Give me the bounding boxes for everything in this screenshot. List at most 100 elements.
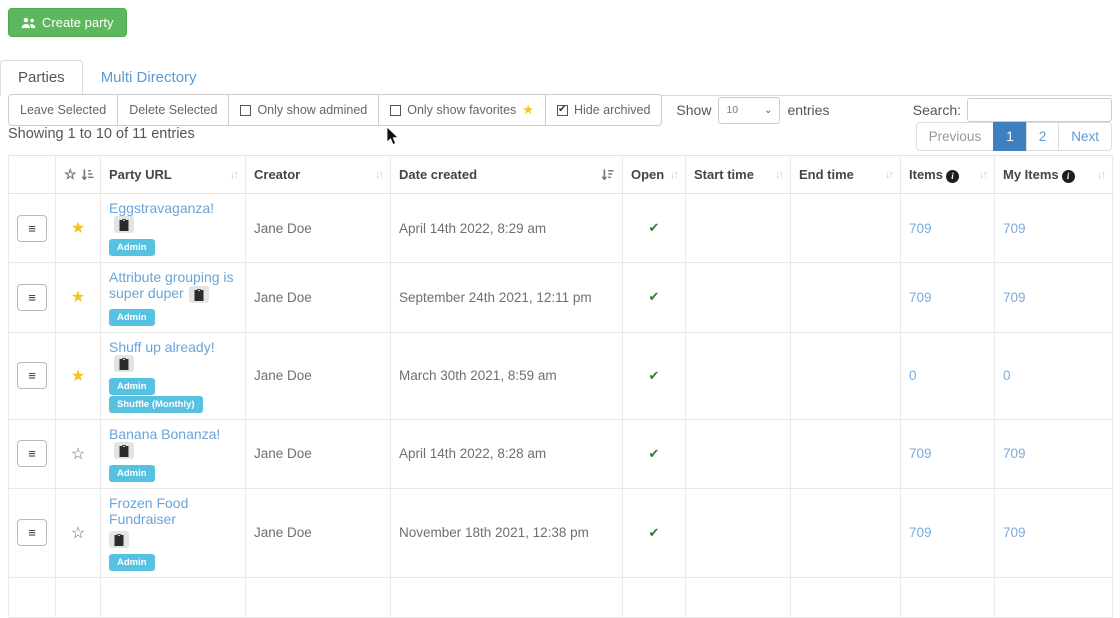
- date-created-cell: April 14th 2022, 8:29 am: [390, 193, 623, 263]
- clipboard-icon[interactable]: [114, 216, 134, 233]
- shuffle-badge: Shuffle (Monthly): [109, 395, 203, 413]
- delete-selected-button[interactable]: Delete Selected: [117, 94, 230, 126]
- table-row: ≡ ☆ Banana Bonanza! Admin Jane Doe April…: [8, 418, 1113, 489]
- column-party-url[interactable]: Party URL ↓↑: [100, 155, 246, 194]
- pagination-next[interactable]: Next: [1058, 122, 1112, 151]
- show-entries-select[interactable]: 10 ⌄: [718, 96, 781, 124]
- creator-cell: Jane Doe: [245, 331, 391, 420]
- tab-parties[interactable]: Parties: [0, 60, 83, 96]
- column-my-items[interactable]: My Items i ↓↑: [994, 155, 1113, 194]
- table-row: ≡ ★ Shuff up already! AdminShuffle (Mont…: [8, 331, 1113, 420]
- table-info-row: Showing 1 to 10 of 11 entries Previous 1…: [8, 122, 1112, 151]
- chevron-down-icon: ⌄: [764, 104, 773, 116]
- date-created-cell: March 30th 2021, 8:59 am: [390, 331, 623, 420]
- row-menu-button[interactable]: ≡: [17, 519, 47, 547]
- end-time-cell: [790, 193, 901, 263]
- column-end-time[interactable]: End time ↓↑: [790, 155, 901, 194]
- column-date-created[interactable]: Date created: [390, 155, 623, 194]
- column-favorite[interactable]: ☆: [55, 155, 101, 194]
- only-show-admined-toggle[interactable]: Only show admined: [228, 94, 380, 126]
- column-menu: [8, 155, 56, 194]
- bulk-actions-group: Leave Selected Delete Selected Only show…: [8, 94, 663, 126]
- sort-desc-active-icon: [601, 169, 614, 181]
- favorite-star-icon[interactable]: ★: [70, 220, 86, 237]
- admin-badge: Admin: [109, 308, 155, 326]
- row-menu-button[interactable]: ≡: [17, 283, 47, 311]
- items-link[interactable]: 709: [909, 525, 932, 541]
- sort-icon: ↓↑: [885, 168, 894, 181]
- party-url-link[interactable]: Banana Bonanza!: [109, 425, 221, 442]
- checkbox-checked-icon: [556, 104, 568, 116]
- items-link[interactable]: 709: [909, 220, 932, 236]
- date-created-cell: April 14th 2022, 8:28 am: [390, 418, 623, 489]
- end-time-cell: [790, 262, 901, 333]
- column-start-time[interactable]: Start time ↓↑: [685, 155, 791, 194]
- my-items-link[interactable]: 709: [1003, 220, 1026, 236]
- date-created-cell: November 18th 2021, 12:38 pm: [390, 487, 623, 578]
- creator-cell: Jane Doe: [245, 193, 391, 263]
- my-items-link[interactable]: 709: [1003, 289, 1026, 305]
- my-items-link[interactable]: 709: [1003, 446, 1026, 462]
- open-check-icon: ✔: [648, 289, 660, 305]
- favorite-star-icon[interactable]: ☆: [70, 445, 86, 463]
- sort-icon: ↓↑: [1097, 168, 1106, 181]
- create-party-label: Create party: [42, 15, 114, 30]
- my-items-link[interactable]: 0: [1003, 368, 1011, 384]
- clipboard-icon[interactable]: [114, 354, 134, 372]
- start-time-cell: [685, 262, 791, 333]
- column-creator[interactable]: Creator ↓↑: [245, 155, 391, 194]
- items-link[interactable]: 709: [909, 289, 932, 305]
- parties-table: ☆ Party URL ↓↑ Creator ↓↑ Date created: [8, 155, 1113, 618]
- sort-icon: ↓↑: [979, 168, 988, 181]
- items-link[interactable]: 709: [909, 446, 932, 462]
- row-menu-button[interactable]: ≡: [17, 214, 47, 242]
- show-label: Show: [676, 102, 712, 118]
- star-icon: ★: [522, 102, 534, 117]
- my-items-link[interactable]: 709: [1003, 525, 1026, 541]
- search-label: Search:: [912, 102, 961, 118]
- create-party-button[interactable]: Create party: [8, 8, 127, 37]
- end-time-cell: [790, 487, 901, 578]
- favorite-star-icon[interactable]: ☆: [70, 524, 86, 542]
- date-created-cell: September 24th 2021, 12:11 pm: [390, 262, 623, 333]
- sort-icon: ↓↑: [230, 168, 239, 181]
- column-items[interactable]: Items i ↓↑: [900, 155, 995, 194]
- info-icon[interactable]: i: [945, 169, 959, 183]
- party-url-link[interactable]: Eggstravaganza!: [109, 200, 215, 216]
- items-link[interactable]: 0: [909, 368, 917, 384]
- end-time-cell: [790, 418, 901, 489]
- open-check-icon: ✔: [648, 367, 660, 383]
- pagination: Previous 1 2 Next: [915, 122, 1112, 151]
- party-url-link[interactable]: Shuff up already!: [109, 338, 215, 355]
- creator-cell: Jane Doe: [245, 418, 391, 489]
- favorite-star-icon[interactable]: ★: [70, 367, 86, 385]
- search-input[interactable]: [967, 98, 1112, 122]
- party-url-link[interactable]: Attribute grouping is super duper: [109, 269, 234, 301]
- admin-badge: Admin: [109, 464, 155, 482]
- table-header-row: ☆ Party URL ↓↑ Creator ↓↑ Date created: [8, 155, 1113, 194]
- start-time-cell: [685, 331, 791, 420]
- pagination-previous[interactable]: Previous: [915, 122, 995, 151]
- checkbox-icon: [240, 104, 252, 116]
- admin-badge: Admin: [109, 377, 155, 395]
- pagination-page-2[interactable]: 2: [1025, 122, 1060, 151]
- tab-multi-directory[interactable]: Multi Directory: [100, 69, 197, 86]
- table-row: ≡ ☆ Frozen Food Fundraiser Admin Jane Do…: [8, 487, 1113, 578]
- search-control: Search:: [913, 98, 1112, 122]
- clipboard-icon[interactable]: [114, 441, 134, 459]
- column-open[interactable]: Open ↓↑: [622, 155, 686, 194]
- favorite-star-icon[interactable]: ★: [70, 289, 86, 307]
- row-menu-button[interactable]: ≡: [17, 362, 47, 390]
- info-icon[interactable]: i: [1061, 169, 1075, 183]
- hide-archived-toggle[interactable]: Hide archived: [544, 94, 663, 126]
- row-menu-button[interactable]: ≡: [17, 440, 47, 468]
- clipboard-icon[interactable]: [109, 530, 129, 548]
- pagination-page-1[interactable]: 1: [993, 122, 1027, 151]
- sort-amount-icon: [80, 169, 94, 181]
- party-url-link[interactable]: Frozen Food Fundraiser: [109, 494, 189, 527]
- open-check-icon: ✔: [648, 524, 660, 540]
- leave-selected-button[interactable]: Leave Selected: [8, 94, 119, 126]
- clipboard-icon[interactable]: [188, 285, 209, 303]
- only-show-favorites-toggle[interactable]: Only show favorites ★: [378, 94, 546, 126]
- entries-summary: Showing 1 to 10 of 11 entries: [8, 126, 195, 142]
